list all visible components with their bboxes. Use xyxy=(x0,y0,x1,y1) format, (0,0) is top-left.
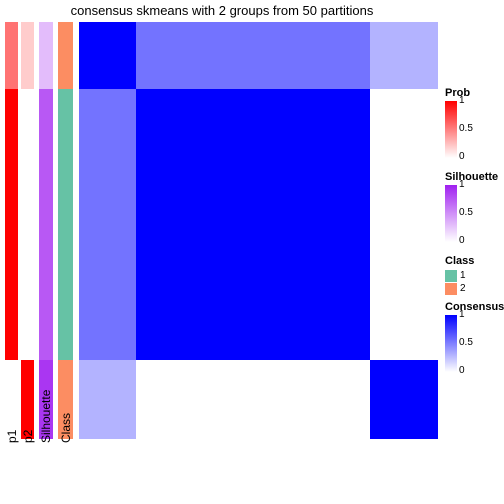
legend-prob: Prob 1 0.5 0 xyxy=(445,87,473,162)
heatmap-cell xyxy=(79,22,137,89)
legend-class-label-2: 2 xyxy=(460,283,466,294)
column-label-class: Class xyxy=(59,412,73,443)
track-p1-segment xyxy=(5,88,18,360)
legend-class-swatch-2 xyxy=(445,282,457,295)
column-label-p1: p1 xyxy=(5,429,19,443)
legend-consensus-title: Consensus xyxy=(445,301,504,313)
legend-consensus-tick-mid: 0.5 xyxy=(459,337,473,348)
legend-class-item-2: 2 xyxy=(445,282,474,295)
legend-silhouette-gradient: 1 0.5 0 xyxy=(445,179,473,246)
track-p1-segment xyxy=(5,22,18,89)
track-class-segment xyxy=(58,22,73,89)
heatmap-cell xyxy=(369,88,438,360)
legend-class: Class 1 2 xyxy=(445,255,474,295)
legend-consensus: Consensus 1 0.5 0 xyxy=(445,301,504,376)
legend-prob-gradient: 1 0.5 0 xyxy=(445,95,473,162)
track-silhouette-segment xyxy=(39,22,53,89)
legend-consensus-tick-min: 0 xyxy=(459,365,465,376)
track-silhouette xyxy=(39,22,53,439)
track-p1-segment xyxy=(5,359,18,439)
track-silhouette-segment xyxy=(39,359,53,439)
track-class-segment xyxy=(58,88,73,360)
legend-silhouette-tick-mid: 0.5 xyxy=(459,207,473,218)
column-label-silhouette: Silhouette xyxy=(39,389,53,443)
chart-title: consensus skmeans with 2 groups from 50 … xyxy=(70,3,374,18)
heatmap-cell xyxy=(79,359,137,439)
track-class xyxy=(58,22,73,439)
legend-silhouette-tick-min: 0 xyxy=(459,235,465,246)
heatmap-cell xyxy=(369,359,438,439)
legend-prob-tick-mid: 0.5 xyxy=(459,123,473,134)
track-silhouette-segment xyxy=(39,88,53,360)
track-p2-segment xyxy=(21,22,34,89)
track-p2 xyxy=(21,22,34,439)
legend-silhouette-title: Silhouette xyxy=(445,171,499,183)
legend-prob-tick-min: 0 xyxy=(459,151,465,162)
legend-class-label-1: 1 xyxy=(460,270,466,281)
legend-class-item-1: 1 xyxy=(445,269,474,282)
legend-prob-tick-max: 1 xyxy=(459,95,465,106)
track-p1 xyxy=(5,22,18,439)
heatmap-cell xyxy=(369,22,438,89)
legend-prob-title: Prob xyxy=(445,87,471,99)
legend-class-title: Class xyxy=(445,255,475,267)
legend-consensus-gradient: 1 0.5 0 xyxy=(445,309,473,376)
column-label-p2: p2 xyxy=(21,429,35,443)
legend-consensus-tick-max: 1 xyxy=(459,309,465,320)
heatmap-cell xyxy=(136,359,370,439)
legend-class-swatch-1 xyxy=(445,269,457,282)
track-p2-segment xyxy=(21,88,34,360)
legend-silhouette-tick-max: 1 xyxy=(459,179,465,190)
heatmap-cell xyxy=(136,22,370,89)
track-class-segment xyxy=(58,359,73,439)
legend-silhouette: Silhouette 1 0.5 0 xyxy=(445,171,499,246)
heatmap-cell xyxy=(79,88,137,360)
track-p2-segment xyxy=(21,359,34,439)
consensus-heatmap xyxy=(79,22,438,439)
heatmap-cell xyxy=(136,88,370,360)
